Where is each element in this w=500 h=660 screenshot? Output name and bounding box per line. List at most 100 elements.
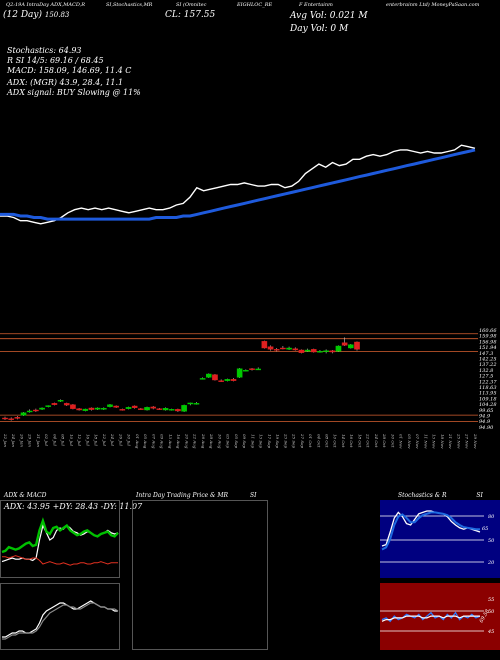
candle-body <box>51 403 58 405</box>
price-tick-label: 132.8 <box>479 368 493 374</box>
price-tick-label: 113.95 <box>479 391 497 397</box>
candle-body <box>292 348 299 351</box>
stoch-tick-label: 50 <box>488 538 495 544</box>
candle-body <box>230 379 237 381</box>
date-tick-label: 11 Sep <box>250 434 255 448</box>
date-tick-label: 24 Jan <box>11 433 16 447</box>
price-tick-label: 94.9 <box>479 414 491 420</box>
date-tick-label: 19 Sep <box>275 434 280 448</box>
candle-body <box>144 407 150 411</box>
price-tick-label: 109.18 <box>479 396 497 402</box>
date-tick-label: 09 Sep <box>242 434 247 448</box>
date-tick-label: 31 Jan <box>36 434 41 447</box>
date-tick-label: 16 Aug <box>176 434 181 449</box>
candle-body <box>187 402 194 405</box>
date-tick-label: 07 Nov <box>415 434 420 449</box>
stoch-series-0 <box>381 510 481 547</box>
candle-body <box>76 408 82 411</box>
date-tick-label: 01 Nov <box>399 434 404 449</box>
candle-body <box>14 417 21 419</box>
date-tick-label: 22 Oct <box>366 433 371 448</box>
date-tick-label: 16 Jul <box>85 434 90 447</box>
rsi-tick-label: 50 <box>488 609 495 615</box>
candle-body <box>162 408 169 411</box>
stoch-value-label: 65 <box>482 526 488 532</box>
stoch-panel-title: Stochastics & R SI <box>398 492 483 499</box>
stoch-tick-label: 80 <box>488 514 495 520</box>
candle-body <box>348 344 354 349</box>
candle-body <box>175 409 181 412</box>
candle-body <box>57 400 64 402</box>
date-tick-label: 20 Aug <box>184 433 189 449</box>
price-tick-label: 151.94 <box>479 345 497 351</box>
stoch-title-suffix: SI <box>476 492 483 499</box>
price-tick-label: 156.98 <box>479 339 497 345</box>
date-tick-label: 08 Oct <box>324 434 329 448</box>
price-tick-label: 122.37 <box>479 379 497 385</box>
adx-series-1 <box>1 517 119 554</box>
macd-readout: MACD: 158.09, 146.69, 11.4 C <box>7 66 132 75</box>
date-tick-label: 04 Jul <box>52 434 57 447</box>
date-tick-label: 11 Nov <box>423 434 428 449</box>
candle-body <box>125 407 132 409</box>
date-tick-label: 26 Aug <box>201 433 206 449</box>
adx-signal-readout: ADX signal: BUY Slowing @ 11% <box>7 88 141 97</box>
candle-body <box>119 409 126 411</box>
price-tick-label: 94.90 <box>479 425 494 431</box>
price-tick-label: 137.22 <box>479 362 497 368</box>
price-tick-label: 118.63 <box>479 385 497 391</box>
date-tick-label: 13 Sep <box>259 434 264 448</box>
date-tick-label: 22 Jul <box>102 433 107 447</box>
date-tick-label: 23 Sep <box>283 433 288 448</box>
intraday-title-suffix: SI <box>249 492 257 499</box>
date-tick-label: 13 Aug <box>168 434 173 449</box>
date-tick-label: 28 Oct <box>382 433 387 448</box>
date-tick-label: 24 Oct <box>374 433 379 448</box>
candle-body <box>94 407 101 410</box>
price-tick-label: 142.25 <box>479 357 497 363</box>
candle-body <box>101 408 107 410</box>
candle-body <box>329 350 336 353</box>
header-strip-4: EIGHLOC_RE <box>237 2 273 8</box>
candle-body <box>243 370 249 372</box>
date-tick-label: 29 Nov <box>473 433 478 449</box>
price-series-1 <box>0 148 476 221</box>
price-chart <box>0 144 476 225</box>
date-tick-label: 09 Aug <box>160 434 165 449</box>
period-value: 150.83 <box>44 11 70 19</box>
date-tick-label: 18 Oct <box>357 434 362 448</box>
candle-body <box>156 408 163 410</box>
rsi-tick-label: 45 <box>487 629 494 635</box>
date-tick-label: 18 Nov <box>440 434 445 449</box>
adx-panel-title: ADX & MACD <box>4 492 47 499</box>
stoch-background <box>380 500 500 578</box>
price-tick-label: 159.98 <box>479 334 497 340</box>
candle-body <box>113 405 119 408</box>
period-label: (12 Day) <box>3 10 43 20</box>
date-tick-label: 26 Jul <box>118 433 123 447</box>
candle-body <box>310 349 317 353</box>
date-tick-label: 03 Sep <box>226 434 231 448</box>
candle-body <box>298 349 305 353</box>
stoch-tick-label: 20 <box>487 560 495 566</box>
candle-body <box>26 410 33 413</box>
candle-body <box>33 409 39 412</box>
intraday-title-text: Intra Day Trading Price & MR <box>136 492 229 499</box>
stoch-series-1 <box>381 511 480 551</box>
adx-series-2 <box>2 555 118 566</box>
intraday-panel-title: Intra Day Trading Price & MR SI <box>136 492 256 499</box>
date-tick-label: 27 Sep <box>300 433 305 448</box>
stochastics-panel: 80 50 20 65 <box>380 500 500 578</box>
candle-body <box>335 345 342 352</box>
stochastics-readout: Stochastics: 64.93 <box>7 46 82 55</box>
candle-body <box>150 406 157 409</box>
price-series-0 <box>0 144 476 225</box>
date-tick-label: 07 Aug <box>151 434 156 449</box>
candle-body <box>193 403 200 405</box>
candle-body <box>317 351 323 353</box>
price-tick-label: 160.66 <box>479 328 497 334</box>
date-tick-label: 30 Jul <box>127 434 132 447</box>
rsi-readout: R SI 14/5: 69.16 / 68.45 <box>7 56 104 65</box>
candle-body <box>82 408 89 411</box>
